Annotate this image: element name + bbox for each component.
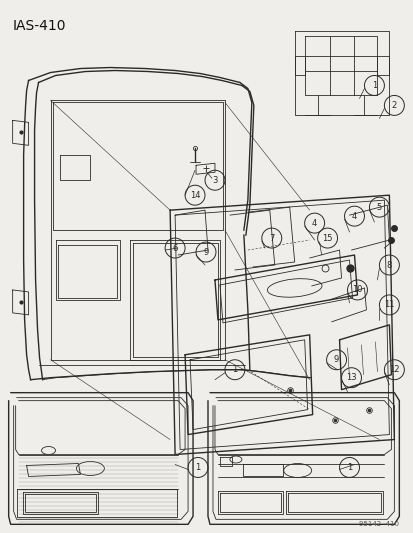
Text: 15: 15 <box>322 233 332 243</box>
Text: 4: 4 <box>311 219 316 228</box>
Text: 14: 14 <box>189 191 200 200</box>
Text: 9: 9 <box>203 247 208 256</box>
Text: 9: 9 <box>333 356 338 364</box>
Text: 1: 1 <box>195 463 200 472</box>
Text: 11: 11 <box>383 301 394 309</box>
Text: 8: 8 <box>386 261 391 270</box>
Text: 12: 12 <box>388 365 399 374</box>
Text: 1: 1 <box>346 463 351 472</box>
Text: 5: 5 <box>376 203 381 212</box>
Text: 1: 1 <box>371 81 376 90</box>
Text: 95142  410: 95142 410 <box>358 521 399 527</box>
Text: 13: 13 <box>345 373 356 382</box>
Text: 4: 4 <box>351 212 356 221</box>
Text: 7: 7 <box>268 233 274 243</box>
Text: 6: 6 <box>172 244 177 253</box>
Text: 2: 2 <box>391 101 396 110</box>
Text: IAS-410: IAS-410 <box>13 19 66 33</box>
Text: 3: 3 <box>212 176 217 185</box>
Text: 10: 10 <box>351 286 362 294</box>
Text: 1: 1 <box>232 365 237 374</box>
